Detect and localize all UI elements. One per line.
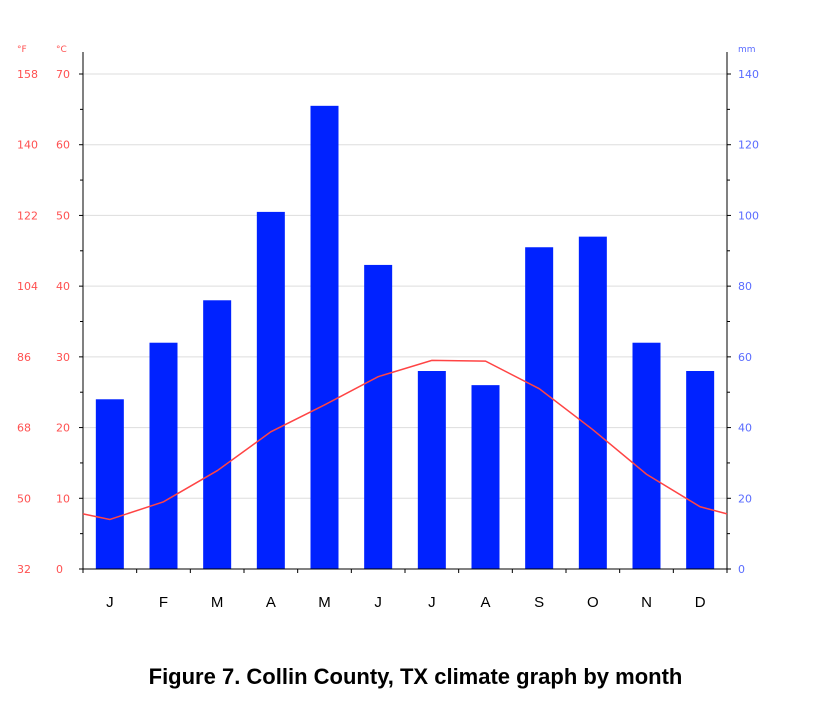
mm-tick-label: 120 xyxy=(738,139,759,152)
precipitation-bar xyxy=(364,264,393,569)
celsius-tick-label: 50 xyxy=(56,209,70,222)
celsius-tick-label: 20 xyxy=(56,422,70,435)
month-label: O xyxy=(587,594,599,611)
precipitation-bar xyxy=(578,236,607,569)
celsius-tick-label: 70 xyxy=(56,68,70,81)
precipitation-bar xyxy=(417,371,446,569)
month-label: D xyxy=(695,594,706,611)
figure-caption: Figure 7. Collin County, TX climate grap… xyxy=(148,664,683,689)
mm-unit-label: mm xyxy=(738,45,756,55)
precipitation-bar xyxy=(471,385,500,569)
precipitation-bar xyxy=(686,371,715,569)
fahrenheit-tick-label: 32 xyxy=(17,563,31,576)
month-label: S xyxy=(534,594,544,611)
temperature-line xyxy=(82,359,728,521)
mm-tick-label: 20 xyxy=(738,492,752,505)
mm-tick-label: 0 xyxy=(738,563,745,576)
fahrenheit-tick-label: 50 xyxy=(17,492,31,505)
celsius-tick-label: 30 xyxy=(56,351,70,364)
mm-tick-label: 100 xyxy=(738,209,759,222)
mm-tick-label: 80 xyxy=(738,280,752,293)
precipitation-bar xyxy=(149,342,178,569)
mm-tick-label: 140 xyxy=(738,68,759,81)
mm-tick-label: 40 xyxy=(738,422,752,435)
precipitation-bar xyxy=(256,211,285,569)
month-label: M xyxy=(211,594,224,611)
fahrenheit-tick-label: 86 xyxy=(17,351,31,364)
precipitation-bar xyxy=(310,105,339,570)
month-label: F xyxy=(159,594,168,611)
celsius-tick-label: 10 xyxy=(56,492,70,505)
precipitation-bar xyxy=(525,247,554,569)
month-label: J xyxy=(374,594,382,611)
climate-chart: 0 32 0 10 50 20 20 68 40 30 86 60 40 104 80 50 122 100 60 1… xyxy=(17,45,759,611)
mm-tick-label: 60 xyxy=(738,351,752,364)
fahrenheit-unit-label: °F xyxy=(17,45,27,55)
celsius-tick-label: 40 xyxy=(56,280,70,293)
month-label: A xyxy=(480,594,490,611)
precipitation-bar xyxy=(203,300,232,569)
fahrenheit-tick-label: 158 xyxy=(17,68,38,81)
month-label: M xyxy=(318,594,331,611)
month-label: J xyxy=(106,594,114,611)
month-label: A xyxy=(266,594,276,611)
fahrenheit-tick-label: 140 xyxy=(17,139,38,152)
precipitation-bar xyxy=(632,342,661,569)
month-label: J xyxy=(428,594,436,611)
fahrenheit-tick-label: 104 xyxy=(17,280,38,293)
celsius-unit-label: °C xyxy=(56,45,67,55)
precipitation-bar xyxy=(95,399,124,569)
celsius-tick-label: 0 xyxy=(56,563,63,576)
month-label: N xyxy=(641,594,652,611)
fahrenheit-tick-label: 122 xyxy=(17,209,38,222)
fahrenheit-tick-label: 68 xyxy=(17,422,31,435)
celsius-tick-label: 60 xyxy=(56,139,70,152)
